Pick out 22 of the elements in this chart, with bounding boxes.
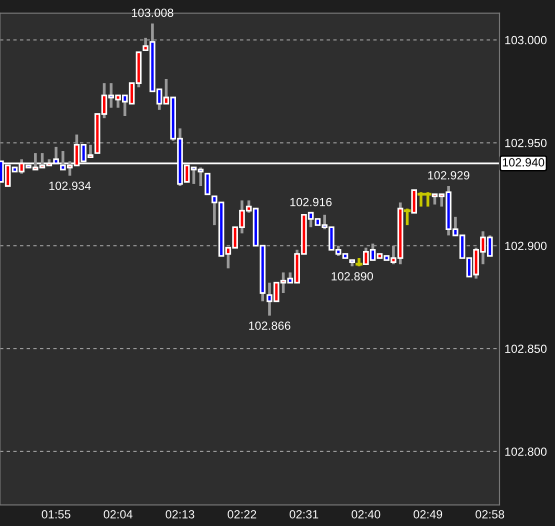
x-tick-label: 01:55 [42,510,70,518]
x-tick-label: 02:31 [290,510,318,518]
y-tick-label: 103.000 [505,36,547,44]
x-tick-label: 02:49 [414,510,442,518]
annotation: 103.008 [132,8,174,17]
y-tick-label: 102.950 [505,138,547,148]
annotation: 102.890 [332,272,374,280]
annotation: 102.866 [249,322,290,330]
annotation: 102.929 [428,171,470,180]
y-tick-label: 102.900 [505,242,547,250]
candlestick [204,172,210,196]
x-tick-label: 02:58 [476,510,504,518]
x-tick-label: 02:22 [228,510,256,518]
x-tick-label: 02:13 [166,510,194,518]
annotation: 102.916 [290,198,332,206]
ref-line-label: 102.940 [502,158,544,167]
candlestick [411,189,417,214]
y-tick-label: 102.800 [505,447,547,456]
annotation: 102.934 [49,182,91,190]
y-tick-label: 102.850 [505,344,547,353]
x-tick-label: 02:04 [104,510,132,518]
x-tick-label: 02:40 [352,510,380,518]
